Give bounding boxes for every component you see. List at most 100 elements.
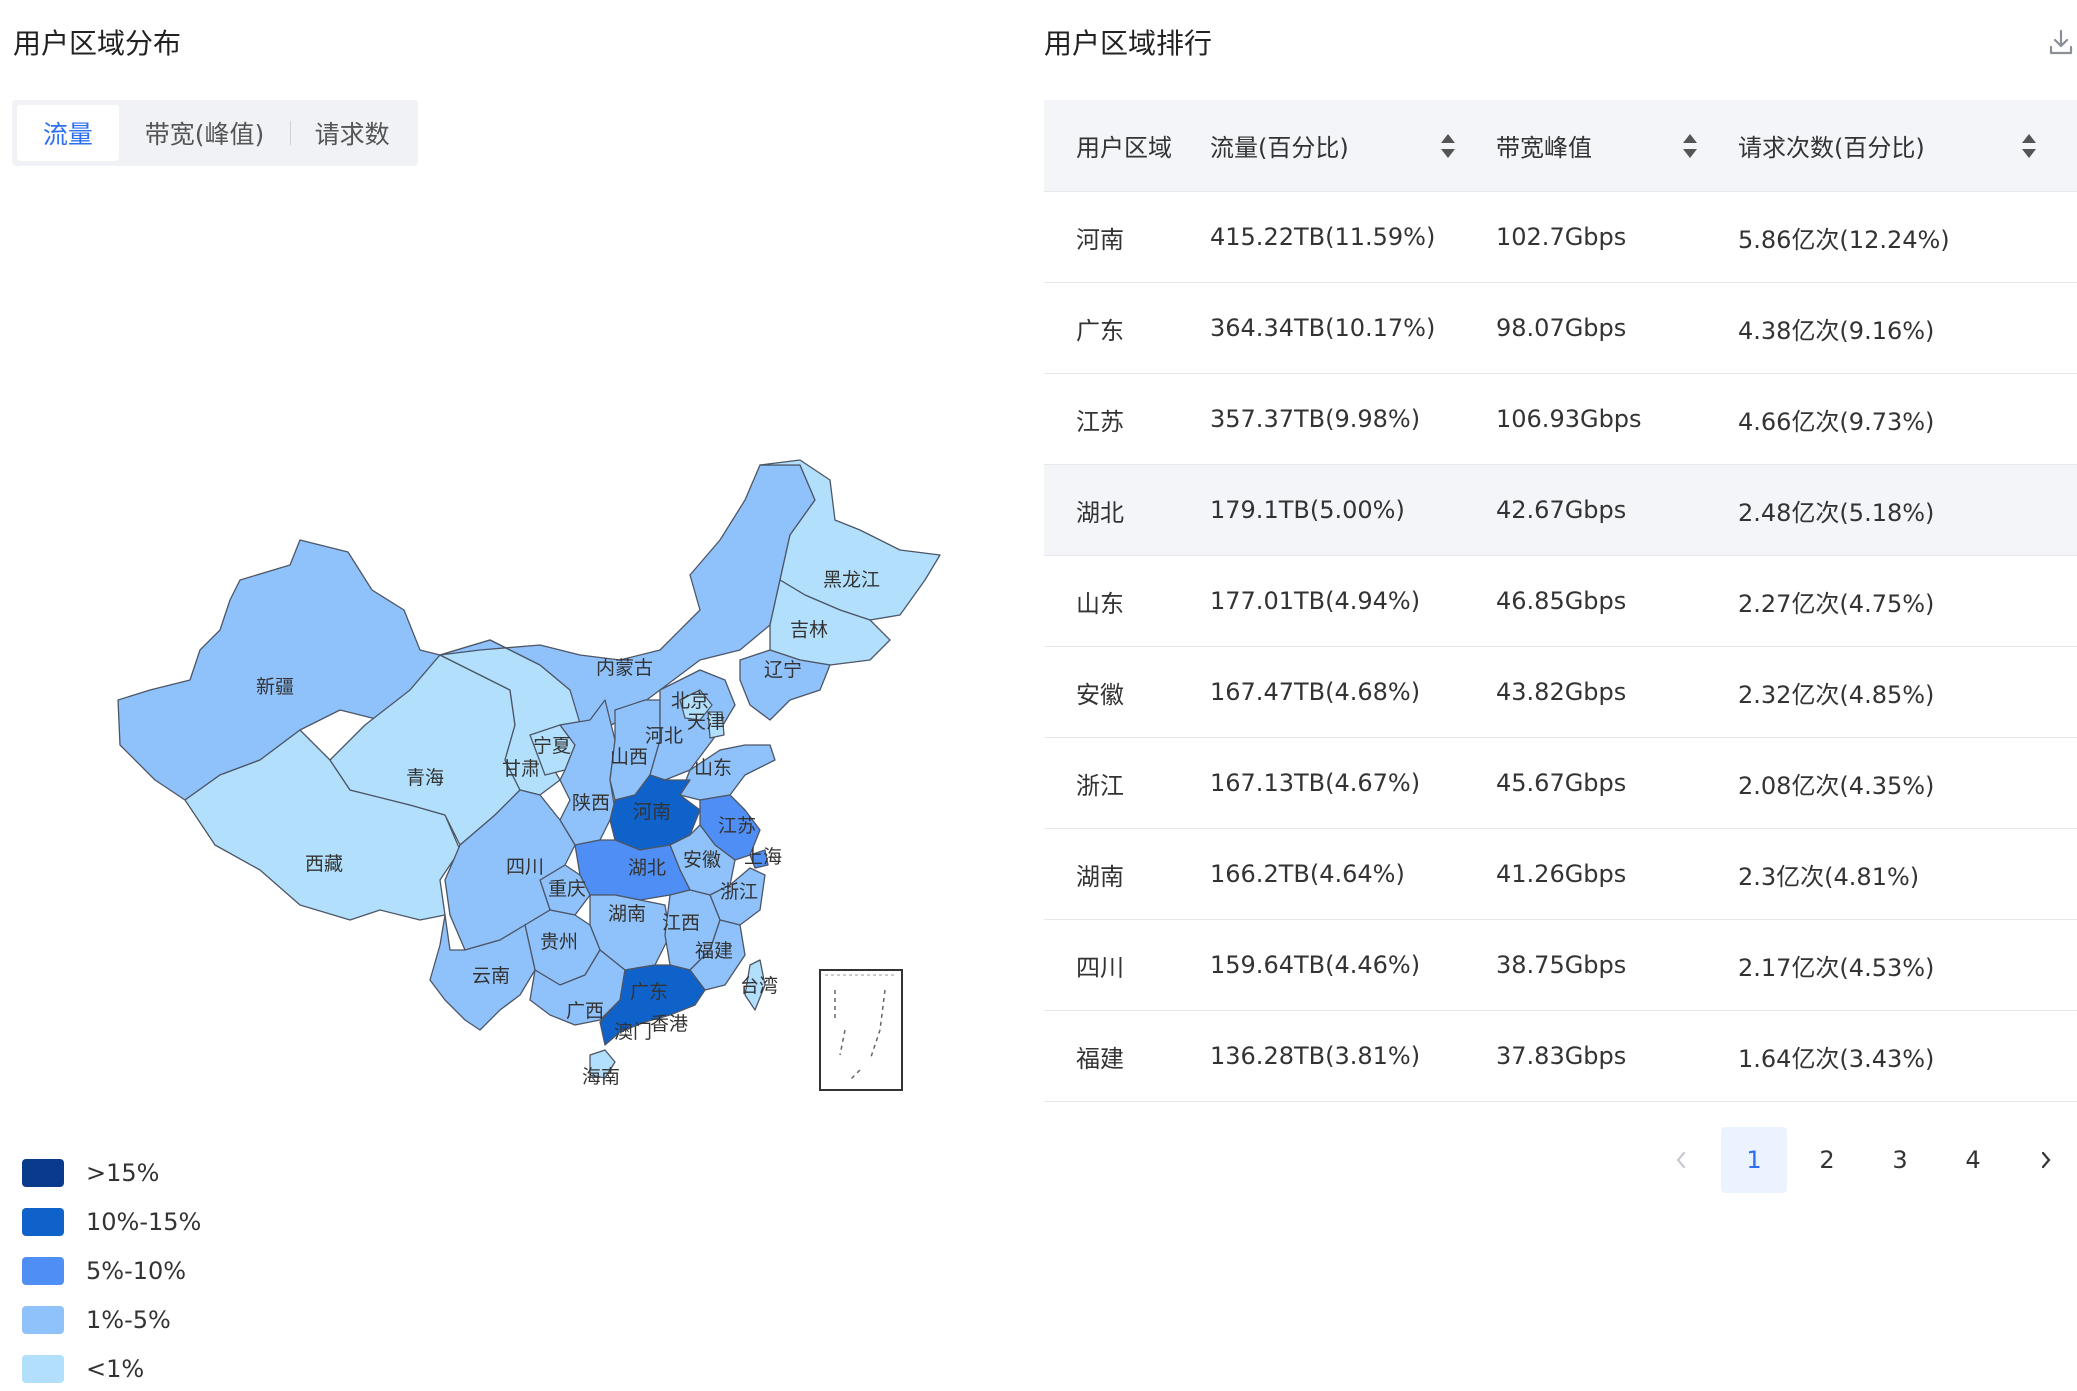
page-button-2[interactable]: 2 [1819, 1146, 1835, 1174]
table-header: 用户区域 流量(百分比) 带宽峰值 请求次数(百分比) [1044, 100, 2077, 192]
legend-item[interactable]: <1% [22, 1344, 201, 1391]
cell-requests: 2.08亿次(4.35%) [1738, 771, 1935, 800]
table-row[interactable]: 浙江 167.13TB(4.67%) 45.67Gbps 2.08亿次(4.35… [1044, 738, 2077, 829]
label-tianjin: 天津 [687, 711, 725, 733]
legend-swatch [22, 1256, 64, 1285]
province-yunnan[interactable] [429, 914, 536, 1031]
map-legend: >15% 10%-15% 5%-10% 1%-5% <1% [22, 1148, 201, 1391]
label-jiangxi: 江西 [662, 912, 700, 934]
label-xianggang: 香港 [650, 1013, 688, 1035]
cell-requests: 2.3亿次(4.81%) [1738, 862, 1920, 891]
cell-requests: 2.32亿次(4.85%) [1738, 680, 1935, 709]
cell-requests: 2.48亿次(5.18%) [1738, 498, 1935, 527]
cell-bandwidth: 46.85Gbps [1496, 587, 1627, 615]
table-row[interactable]: 江苏 357.37TB(9.98%) 106.93Gbps 4.66亿次(9.7… [1044, 374, 2077, 465]
label-taiwan: 台湾 [740, 975, 778, 997]
table-row[interactable]: 湖南 166.2TB(4.64%) 41.26Gbps 2.3亿次(4.81%) [1044, 829, 2077, 920]
page-button-1[interactable]: 1 [1721, 1127, 1787, 1193]
table-row[interactable]: 广东 364.34TB(10.17%) 98.07Gbps 4.38亿次(9.1… [1044, 283, 2077, 374]
label-sichuan: 四川 [506, 856, 544, 878]
label-hainan: 海南 [582, 1066, 620, 1088]
legend-item[interactable]: >15% [22, 1148, 201, 1197]
cell-bandwidth: 102.7Gbps [1496, 223, 1627, 251]
label-neimenggu: 内蒙古 [596, 657, 653, 679]
province-xizang[interactable] [184, 729, 461, 921]
province-beijing[interactable] [679, 689, 713, 721]
legend-label: 5%-10% [86, 1256, 187, 1285]
next-page-button[interactable] [2013, 1127, 2077, 1193]
sort-icon[interactable] [1682, 132, 1698, 160]
label-hubei: 湖北 [628, 857, 666, 879]
province-heilongjiang[interactable] [759, 459, 941, 621]
cell-region: 河南 [1076, 225, 1124, 254]
label-ningxia: 宁夏 [533, 735, 571, 757]
cell-region: 广东 [1076, 316, 1124, 345]
tab-bandwidth-peak[interactable]: 带宽(峰值) [144, 120, 265, 149]
cell-traffic: 415.22TB(11.59%) [1210, 223, 1436, 251]
cell-traffic: 364.34TB(10.17%) [1210, 314, 1436, 342]
sort-icon[interactable] [2021, 132, 2037, 160]
legend-item[interactable]: 5%-10% [22, 1246, 201, 1295]
column-header-bandwidth[interactable]: 带宽峰值 [1496, 128, 1738, 163]
province-shanghai[interactable] [749, 849, 769, 869]
cell-bandwidth: 37.83Gbps [1496, 1042, 1627, 1070]
prev-page-button[interactable] [1648, 1127, 1714, 1193]
label-shaanxi: 陕西 [572, 792, 610, 814]
download-icon[interactable] [2048, 28, 2074, 56]
cell-region: 山东 [1076, 589, 1124, 618]
label-hunan: 湖南 [608, 903, 646, 925]
legend-item[interactable]: 10%-15% [22, 1197, 201, 1246]
legend-item[interactable]: 1%-5% [22, 1295, 201, 1344]
label-henan: 河南 [633, 801, 671, 823]
cell-region: 福建 [1076, 1044, 1124, 1073]
south-china-sea-inset [819, 969, 903, 1091]
tab-traffic[interactable]: 流量 [17, 105, 119, 161]
table-row[interactable]: 山东 177.01TB(4.94%) 46.85Gbps 2.27亿次(4.75… [1044, 556, 2077, 647]
label-zhejiang: 浙江 [720, 881, 758, 903]
tab-divider [290, 121, 292, 145]
tab-requests[interactable]: 请求数 [314, 120, 390, 149]
province-shandong[interactable] [679, 744, 776, 801]
province-taiwan[interactable] [744, 959, 766, 1011]
province-jilin[interactable] [769, 579, 891, 666]
sort-icon[interactable] [1440, 132, 1456, 160]
cell-requests: 2.27亿次(4.75%) [1738, 589, 1935, 618]
cell-traffic: 159.64TB(4.46%) [1210, 951, 1421, 979]
cell-bandwidth: 42.67Gbps [1496, 496, 1627, 524]
province-liaoning[interactable] [739, 649, 831, 721]
column-header-requests[interactable]: 请求次数(百分比) [1738, 128, 2077, 163]
label-guizhou: 贵州 [540, 931, 578, 953]
cell-traffic: 136.28TB(3.81%) [1210, 1042, 1421, 1070]
cell-requests: 5.86亿次(12.24%) [1738, 225, 1950, 254]
province-hainan[interactable] [589, 1049, 616, 1079]
label-xizang: 西藏 [305, 853, 343, 875]
label-anhui: 安徽 [683, 849, 721, 871]
label-guangdong: 广东 [630, 981, 668, 1003]
table-row[interactable]: 安徽 167.47TB(4.68%) 43.82Gbps 2.32亿次(4.85… [1044, 647, 2077, 738]
cell-bandwidth: 45.67Gbps [1496, 769, 1627, 797]
page-button-3[interactable]: 3 [1892, 1146, 1908, 1174]
table-row[interactable]: 四川 159.64TB(4.46%) 38.75Gbps 2.17亿次(4.53… [1044, 920, 2077, 1011]
table-row[interactable]: 湖北 179.1TB(5.00%) 42.67Gbps 2.48亿次(5.18%… [1044, 465, 2077, 556]
cell-bandwidth: 106.93Gbps [1496, 405, 1642, 433]
legend-swatch [22, 1207, 64, 1236]
metric-tabs: 流量 带宽(峰值) 请求数 [12, 100, 418, 166]
table-row[interactable]: 河南 415.22TB(11.59%) 102.7Gbps 5.86亿次(12.… [1044, 192, 2077, 283]
page-button-4[interactable]: 4 [1965, 1146, 1981, 1174]
table-row[interactable]: 福建 136.28TB(3.81%) 37.83Gbps 1.64亿次(3.43… [1044, 1011, 2077, 1102]
province-tianjin[interactable] [707, 711, 725, 739]
province-hebei[interactable] [649, 669, 736, 781]
province-guangdong[interactable] [599, 964, 706, 1046]
cell-traffic: 167.47TB(4.68%) [1210, 678, 1421, 706]
cell-requests: 1.64亿次(3.43%) [1738, 1044, 1935, 1073]
label-jiangsu: 江苏 [718, 815, 756, 837]
column-header-traffic[interactable]: 流量(百分比) [1210, 128, 1496, 163]
region-ranking-title: 用户区域排行 [1044, 27, 1213, 60]
label-liaoning: 辽宁 [764, 659, 802, 681]
column-header-region: 用户区域 [1076, 134, 1172, 162]
label-aomen: 澳门 [614, 1021, 652, 1043]
province-fujian[interactable] [689, 919, 746, 991]
province-sichuan[interactable] [444, 789, 576, 951]
label-yunnan: 云南 [472, 965, 510, 987]
legend-label: 10%-15% [86, 1207, 202, 1236]
